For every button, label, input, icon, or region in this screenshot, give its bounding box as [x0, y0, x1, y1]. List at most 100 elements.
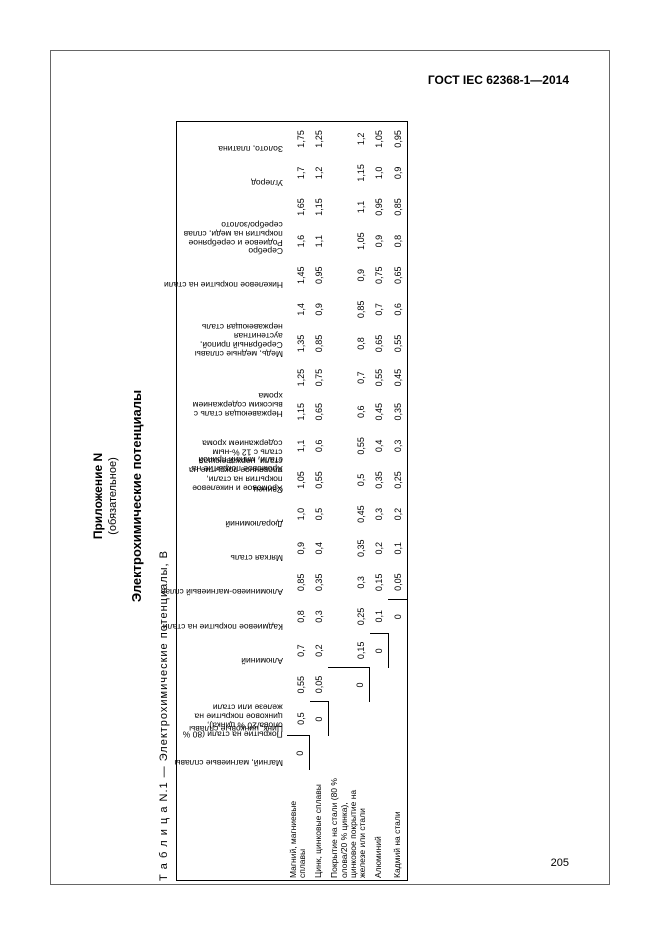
table-caption: Т а б л и ц а N.1 — Электрохимические по…	[158, 111, 170, 881]
table-cell: 0,3	[388, 429, 407, 463]
table-cell: 0,75	[370, 258, 389, 292]
table-cell: 0,2	[388, 497, 407, 531]
column-header: Алюминиево-магниевый сплав	[177, 565, 288, 599]
column-header: Дюралюминий	[177, 497, 288, 531]
column-header: Углерод	[177, 156, 288, 190]
table-cell: 1,2	[328, 122, 369, 156]
table-cell: 0,3	[310, 599, 329, 633]
table-cell: 0,6	[328, 395, 369, 429]
column-header-label: Алюминиево-магниевый сплав	[183, 587, 283, 597]
column-header-label: Мягкая сталь	[183, 553, 283, 563]
table-cell: 0,9	[287, 531, 310, 565]
table-cell: 0,2	[310, 634, 329, 668]
table-cell: 0,85	[287, 565, 310, 599]
table-cell	[310, 736, 329, 770]
table-cell	[388, 634, 407, 668]
table-cell: 1,35	[287, 326, 310, 360]
table-cell: 0,35	[388, 395, 407, 429]
table-cell	[370, 736, 389, 770]
table-cell: 1,25	[287, 361, 310, 395]
table-cell: 0,5	[310, 497, 329, 531]
table-cell: 0,25	[388, 463, 407, 497]
table-cell: 0,8	[287, 599, 310, 633]
appendix-label: Приложение N	[91, 111, 105, 881]
table-cell: 0,35	[328, 531, 369, 565]
table-cell: 0,85	[328, 292, 369, 326]
table-cell: 1,15	[310, 190, 329, 224]
column-header: Родиевое и серебряное покрытия на меди, …	[177, 190, 288, 224]
table-cell: 0,65	[388, 258, 407, 292]
table-cell: 0,9	[310, 292, 329, 326]
table-cell: 0,95	[370, 190, 389, 224]
table-cell: 0	[287, 736, 310, 770]
column-header-label: Серебряный припой, аустенитная нержавеющ…	[181, 323, 283, 350]
table-cell: 0,75	[310, 361, 329, 395]
column-header: Алюминий	[177, 634, 288, 668]
table-cell: 0,55	[287, 668, 310, 702]
appendix-sublabel: (обязательное)	[107, 111, 119, 881]
row-label: Магний, магниевые сплавы	[287, 770, 310, 880]
table-cell: 0,4	[370, 429, 389, 463]
table-corner	[177, 770, 288, 880]
column-header-label: Углерод	[183, 178, 283, 188]
table-cell: 0	[310, 702, 329, 736]
table-cell: 1,1	[328, 190, 369, 224]
table-cell: 1,75	[287, 122, 310, 156]
table-cell: 0,65	[310, 395, 329, 429]
table-cell: 0,1	[388, 531, 407, 565]
table-cell: 0,15	[328, 634, 369, 668]
table-cell: 0,2	[370, 531, 389, 565]
table-cell: 1,05	[370, 122, 389, 156]
table-cell: 0,35	[310, 565, 329, 599]
table-cell	[388, 736, 407, 770]
table-cell: 0,6	[388, 292, 407, 326]
table-wrap: Магний, магниевые сплавыЦинк, цинковые с…	[176, 121, 408, 881]
table-cell: 0,4	[310, 531, 329, 565]
table-cell: 1,4	[287, 292, 310, 326]
table-cell: 0,5	[328, 463, 369, 497]
column-header: Магний, магниевые сплавы	[177, 736, 288, 770]
table-cell: 0,55	[328, 429, 369, 463]
document-id: ГОСТ IEC 62368-1—2014	[428, 73, 569, 87]
page-number: 205	[551, 857, 569, 869]
table-cell: 0,3	[328, 565, 369, 599]
table-cell: 1,1	[287, 429, 310, 463]
table-cell: 0,05	[310, 668, 329, 702]
table-cell: 1,2	[310, 156, 329, 190]
column-header-label: Родиевое и серебряное покрытия на меди, …	[181, 220, 283, 247]
table-cell	[328, 702, 369, 736]
table-cell: 0,05	[388, 565, 407, 599]
table-cell: 0,45	[328, 497, 369, 531]
table-cell: 0	[328, 668, 369, 702]
column-header: Никелевое покрытие на стали	[177, 258, 288, 292]
column-header-label: Хромовое и никелевое покрытия на стали, …	[181, 439, 283, 493]
table-cell: 1,45	[287, 258, 310, 292]
table-cell: 0,35	[370, 463, 389, 497]
table-cell: 0,55	[370, 361, 389, 395]
column-header: Покрытие на стали (80 % олова/20 % цинка…	[177, 668, 288, 702]
table-cell	[388, 702, 407, 736]
table-cell: 0,8	[328, 326, 369, 360]
table-cell: 0,9	[388, 156, 407, 190]
row-label: Цинк, цинковые сплавы	[310, 770, 329, 880]
table-cell: 0,9	[370, 224, 389, 258]
table-cell: 0,25	[328, 599, 369, 633]
table-cell: 1,0	[287, 497, 310, 531]
row-label: Покрытие на стали (80 % олова/20 % цинка…	[328, 770, 369, 880]
table-cell: 0,7	[370, 292, 389, 326]
column-header-label: Алюминий	[183, 656, 283, 666]
table-cell: 0,8	[388, 224, 407, 258]
table-cell: 1,15	[287, 395, 310, 429]
table-cell: 0	[388, 599, 407, 633]
table-cell: 0,45	[370, 395, 389, 429]
table-cell: 0,9	[328, 258, 369, 292]
table-cell: 1,7	[287, 156, 310, 190]
column-header-label: Никелевое покрытие на стали	[183, 280, 283, 290]
table-cell: 1,15	[328, 156, 369, 190]
table-cell: 0,85	[388, 190, 407, 224]
table-cell	[370, 668, 389, 702]
table-cell: 1,05	[287, 463, 310, 497]
table-cell	[388, 668, 407, 702]
table-cell: 0,7	[287, 634, 310, 668]
landscape-content: Приложение N (обязательное) Электрохимич…	[91, 111, 591, 881]
